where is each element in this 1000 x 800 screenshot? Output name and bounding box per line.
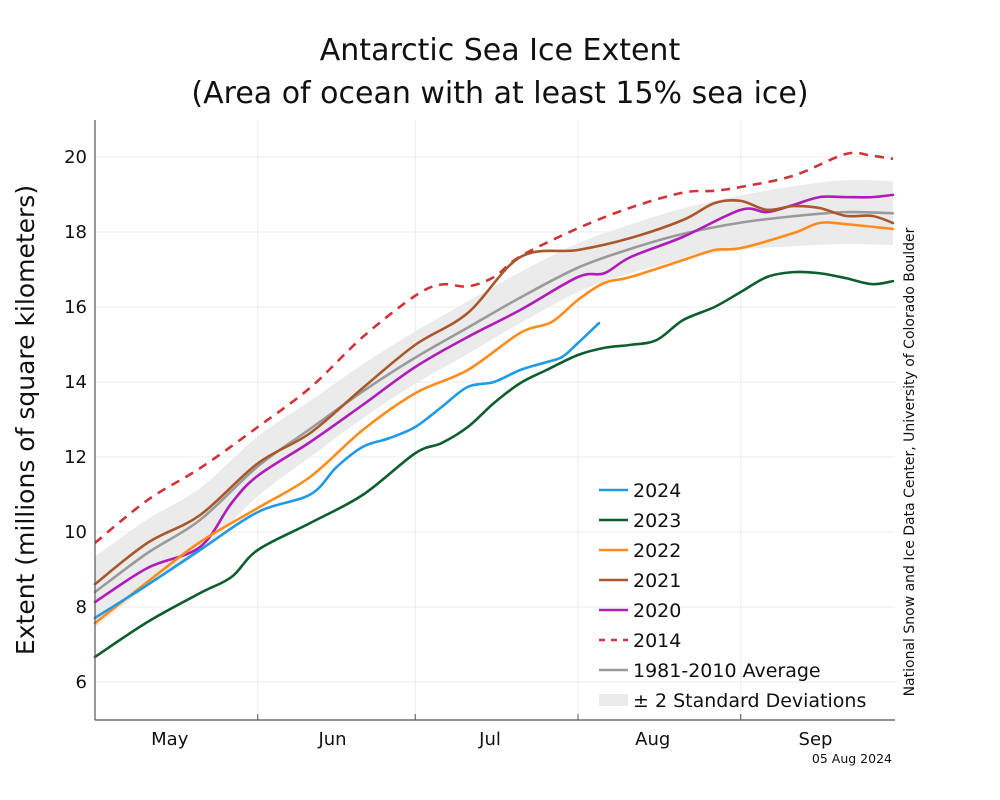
series-line-2020 <box>93 193 895 604</box>
legend-label: 2024 <box>633 480 681 502</box>
legend-label: 1981-2010 Average <box>633 660 821 682</box>
x-tick-label: Jul <box>478 729 501 750</box>
series-line-1981-2010-average <box>93 210 895 594</box>
x-tick-label: May <box>151 729 189 750</box>
x-tick-label: Aug <box>635 729 670 750</box>
legend-label: 2022 <box>633 540 681 562</box>
legend-label: 2023 <box>633 510 681 532</box>
credit-text: National Snow and Ice Data Center, Unive… <box>902 227 918 696</box>
legend: 2024 2023 2022 2021 2020 2014 1981-2010 Averag… <box>599 480 866 712</box>
legend-label: ± 2 Standard Deviations <box>633 690 866 712</box>
y-tick-label: 16 <box>64 297 87 318</box>
y-tick-label: 18 <box>64 222 87 243</box>
y-tick-label: 10 <box>64 522 87 543</box>
chart-title: Antarctic Sea Ice Extent <box>320 33 681 68</box>
legend-label: 2020 <box>633 600 681 622</box>
legend-swatch-band <box>599 694 628 706</box>
axes: 6 8 10 12 14 16 18 20 May Jun Jul Aug Sep <box>64 120 895 750</box>
y-tick-label: 14 <box>64 372 87 393</box>
x-tick-label: Jun <box>317 729 346 750</box>
legend-label: 2014 <box>633 630 681 652</box>
series-line-2014 <box>94 151 894 544</box>
y-tick-label: 6 <box>76 672 87 693</box>
date-stamp: 05 Aug 2024 <box>812 751 892 766</box>
y-axis-label: Extent (millions of square kilometers) <box>11 185 40 655</box>
y-tick-label: 12 <box>64 447 87 468</box>
y-tick-label: 8 <box>76 597 87 618</box>
series-layer <box>93 151 895 659</box>
legend-label: 2021 <box>633 570 681 592</box>
y-tick-label: 20 <box>64 147 87 168</box>
series-line-2023 <box>93 270 895 659</box>
series-line-2021 <box>93 198 895 586</box>
series-line-2022 <box>93 221 895 625</box>
series-line-2024 <box>93 321 601 620</box>
chart-subtitle: (Area of ocean with at least 15% sea ice… <box>191 76 808 111</box>
x-tick-label: Sep <box>799 729 833 750</box>
